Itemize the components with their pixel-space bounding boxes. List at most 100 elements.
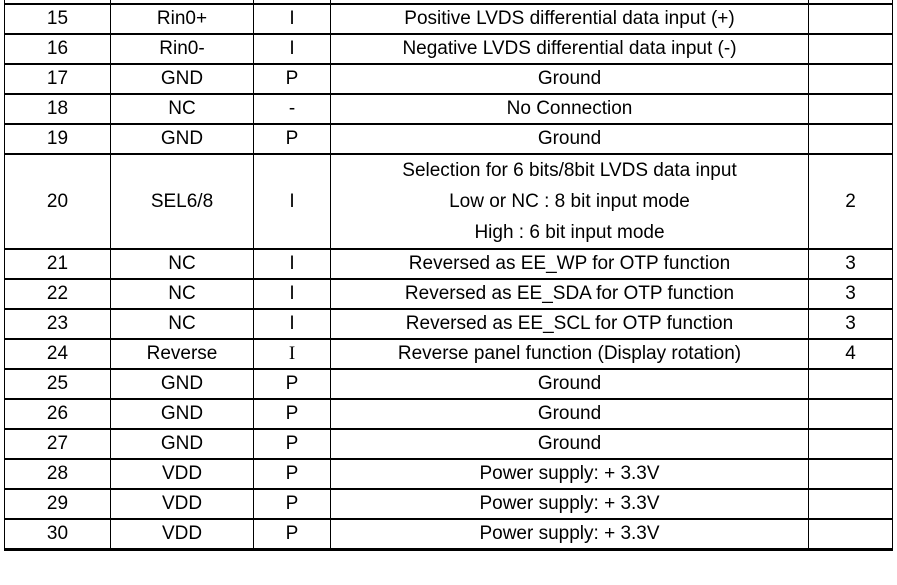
remark-cell [808,428,893,460]
description-cell: Reversed as EE_WP for OTP function [330,248,809,280]
remark-cell [808,458,893,490]
pin-cell: 25 [4,368,111,400]
description-line: Ground [537,373,602,394]
table-row: 29 VDD P Power supply: + 3.3V [4,488,893,520]
remark-cell: 4 [808,338,893,370]
description-line: Ground [537,68,602,89]
pin-cell: 28 [4,458,111,490]
pin-table-body: 15 Rin0+ I Positive LVDS differential data … [4,0,893,551]
table-continuation-spacer [4,0,893,4]
description-line: Reversed as EE_WP for OTP function [408,253,731,274]
remark-cell [808,368,893,400]
symbol-cell: GND [110,123,254,155]
table-row: 27 GND P Ground [4,428,893,460]
remark-cell: 3 [808,308,893,340]
pin-cell: 18 [4,93,111,125]
remark-cell [808,398,893,430]
io-cell: I [253,33,331,65]
description-cell: Reverse panel function (Display rotation… [330,338,809,370]
table-row: 19 GND P Ground [4,123,893,155]
io-cell: - [253,93,331,125]
pin-cell: 17 [4,63,111,95]
description-line: No Connection [506,98,633,119]
spacer-cell [808,0,893,4]
symbol-cell: Rin0- [110,33,254,65]
io-cell: P [253,398,331,430]
description-line: Reversed as EE_SDA for OTP function [404,283,735,304]
remark-cell [808,93,893,125]
io-cell: P [253,63,331,95]
table-row: 16 Rin0- I Negative LVDS differential data … [4,33,893,65]
symbol-cell: GND [110,428,254,460]
table-row: 17 GND P Ground [4,63,893,95]
symbol-cell: NC [110,308,254,340]
description-line: Ground [537,128,602,149]
description-cell: Ground [330,63,809,95]
description-cell: Power supply: + 3.3V [330,458,809,490]
description-line: Ground [537,403,602,424]
pin-cell: 16 [4,33,111,65]
pin-cell: 26 [4,398,111,430]
description-line: Selection for 6 bits/8bit LVDS data inpu… [402,160,737,181]
symbol-cell: Reverse [110,338,254,370]
description-line: Negative LVDS differential data input (-… [402,38,737,59]
io-cell: P [253,518,331,551]
table-row: 20 SEL6/8 I Selection for 6 bits/8bit LVDS … [4,153,893,250]
description-cell: Ground [330,428,809,460]
remark-cell: 3 [808,248,893,280]
pin-description-table: 15 Rin0+ I Positive LVDS differential data … [4,0,893,551]
table-row: 26 GND P Ground [4,398,893,430]
remark-cell [808,33,893,65]
table-row: 22 NC I Reversed as EE_SDA for OTP function… [4,278,893,310]
pin-cell: 20 [4,153,111,250]
symbol-cell: VDD [110,488,254,520]
description-cell: No Connection [330,93,809,125]
remark-cell: 2 [808,153,893,250]
pin-cell: 19 [4,123,111,155]
symbol-cell: VDD [110,518,254,551]
description-line: Power supply: + 3.3V [479,463,660,484]
table-row: 21 NC I Reversed as EE_WP for OTP function 3 [4,248,893,280]
symbol-cell: Rin0+ [110,3,254,35]
description-cell: Negative LVDS differential data input (-… [330,33,809,65]
description-cell: Reversed as EE_SDA for OTP function [330,278,809,310]
symbol-cell: SEL6/8 [110,153,254,250]
remark-cell [808,123,893,155]
io-cell: I [253,278,331,310]
table-row: 23 NC I Reversed as EE_SCL for OTP function… [4,308,893,340]
symbol-cell: GND [110,368,254,400]
description-cell: Ground [330,398,809,430]
symbol-cell: NC [110,248,254,280]
description-cell: Ground [330,123,809,155]
description-line: Low or NC : 8 bit input mode [449,191,690,212]
table-row: 18 NC - No Connection [4,93,893,125]
io-cell: P [253,428,331,460]
description-line: Reversed as EE_SCL for OTP function [405,313,734,334]
pin-cell: 24 [4,338,111,370]
description-cell: Power supply: + 3.3V [330,518,809,551]
symbol-cell: NC [110,93,254,125]
description-cell: Reversed as EE_SCL for OTP function [330,308,809,340]
pin-cell: 29 [4,488,111,520]
description-line: Ground [537,433,602,454]
table-row: 25 GND P Ground [4,368,893,400]
io-cell: I [253,308,331,340]
pin-cell: 30 [4,518,111,551]
table-row: 15 Rin0+ I Positive LVDS differential data … [4,3,893,35]
pin-cell: 21 [4,248,111,280]
pin-cell: 23 [4,308,111,340]
remark-cell [808,3,893,35]
table-row: 24 Reverse I Reverse panel function (Displa… [4,338,893,370]
remark-cell [808,488,893,520]
io-cell: P [253,488,331,520]
remark-cell [808,63,893,95]
io-cell: I [253,248,331,280]
description-line: Power supply: + 3.3V [479,522,660,544]
remark-cell [808,518,893,551]
remark-cell: 3 [808,278,893,310]
pin-cell: 27 [4,428,111,460]
io-cell: I [253,338,331,370]
io-cell: P [253,123,331,155]
table-row: 30 VDD P Power supply: + 3.3V [4,518,893,551]
description-cell: Selection for 6 bits/8bit LVDS data inpu… [330,153,809,250]
